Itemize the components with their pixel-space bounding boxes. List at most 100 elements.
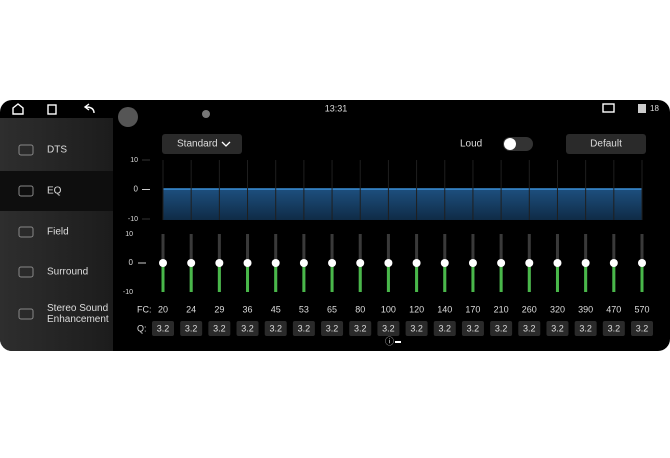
response-fill — [163, 189, 642, 220]
menu-label: Field — [47, 227, 69, 238]
slider-fill — [358, 263, 362, 292]
fc-label: FC: — [137, 304, 152, 314]
q-box[interactable] — [264, 321, 287, 336]
frequency: 170 — [465, 304, 480, 314]
slider-knob[interactable] — [440, 259, 449, 267]
screen-icon[interactable] — [602, 103, 615, 113]
frequency: 390 — [578, 304, 593, 314]
slider-knob[interactable] — [609, 259, 618, 267]
q-box[interactable] — [152, 321, 174, 336]
slider-knob[interactable] — [581, 259, 590, 267]
frequency: 140 — [437, 304, 452, 314]
q-box[interactable] — [321, 321, 344, 336]
slider-knob[interactable] — [497, 259, 506, 267]
badge: 18 — [650, 104, 659, 113]
slider-knob[interactable] — [215, 259, 224, 267]
back-icon[interactable] — [83, 103, 95, 114]
preset-button[interactable] — [162, 134, 242, 154]
slider-knob[interactable] — [299, 259, 308, 267]
q-box[interactable] — [518, 321, 541, 336]
q-box[interactable] — [602, 321, 625, 336]
q-value: 3.2 — [326, 323, 339, 333]
frequency: 29 — [214, 304, 224, 314]
menu-label: Surround — [47, 267, 88, 278]
recent-icon[interactable] — [47, 104, 57, 115]
slider-fill — [246, 263, 250, 292]
q-label: Q: — [137, 323, 147, 333]
q-value: 3.2 — [495, 323, 508, 333]
frequency: 45 — [271, 304, 281, 314]
menu-icon — [18, 185, 34, 197]
menu-label: DTS — [47, 145, 67, 156]
float-button[interactable] — [118, 107, 138, 127]
frequency: 53 — [299, 304, 309, 314]
slider-knob[interactable] — [553, 259, 562, 267]
default-label: Default — [590, 139, 622, 150]
menu-icon — [18, 266, 34, 278]
q-box[interactable] — [433, 321, 456, 336]
chevron — [221, 141, 231, 147]
axis-label: 0 — [129, 258, 134, 267]
q-box[interactable] — [377, 321, 400, 336]
frequency: 120 — [409, 304, 424, 314]
slider-knob[interactable] — [638, 259, 646, 267]
slider-fill — [443, 263, 447, 292]
axis-label: -10 — [128, 216, 138, 223]
frequency: 570 — [634, 304, 649, 314]
q-box[interactable] — [180, 321, 203, 336]
slider-knob[interactable] — [187, 259, 196, 267]
q-value: 3.2 — [157, 323, 170, 333]
slider-fill — [471, 263, 475, 292]
slider-fill — [555, 263, 559, 292]
q-box[interactable] — [405, 321, 428, 336]
slider-fill — [386, 263, 390, 292]
q-box[interactable] — [631, 321, 653, 336]
page-dot — [395, 341, 401, 343]
slider-fill — [302, 263, 306, 292]
q-value: 3.2 — [551, 323, 564, 333]
info-icon: ⓘ — [385, 336, 394, 346]
slider-knob[interactable] — [525, 259, 534, 267]
menu-icon — [18, 308, 34, 320]
menu-icon — [18, 144, 34, 156]
q-box[interactable] — [461, 321, 484, 336]
slider-knob[interactable] — [159, 259, 167, 267]
frequency: 100 — [381, 304, 396, 314]
q-box[interactable] — [292, 321, 315, 336]
axis-label: 10 — [125, 231, 133, 238]
q-box[interactable] — [574, 321, 597, 336]
q-value: 3.2 — [579, 323, 592, 333]
q-value: 3.2 — [608, 323, 621, 333]
slider-knob[interactable] — [412, 259, 421, 267]
q-box[interactable] — [349, 321, 372, 336]
q-box[interactable] — [236, 321, 259, 336]
slider-fill — [274, 263, 278, 292]
slider-knob[interactable] — [243, 259, 252, 267]
app-icon — [202, 110, 210, 118]
q-value: 3.2 — [269, 323, 282, 333]
q-box[interactable] — [546, 321, 569, 336]
menu-label: EQ — [47, 186, 62, 197]
slider-fill — [330, 263, 334, 292]
slider-fill — [161, 263, 165, 292]
slider-knob[interactable] — [271, 259, 280, 267]
status-icons — [12, 103, 615, 115]
frequency: 320 — [550, 304, 565, 314]
home-icon[interactable] — [12, 103, 24, 115]
frequency: 36 — [243, 304, 253, 314]
slider-knob[interactable] — [384, 259, 393, 267]
slider-knob[interactable] — [328, 259, 337, 267]
q-box[interactable] — [490, 321, 513, 336]
q-box[interactable] — [208, 321, 231, 336]
slider-fill — [189, 263, 193, 292]
slider-fill — [640, 263, 644, 292]
frequency: 210 — [494, 304, 509, 314]
toggle-knob — [504, 138, 516, 150]
q-value: 3.2 — [636, 323, 649, 333]
badge-icon — [638, 104, 646, 113]
slider-knob[interactable] — [356, 259, 365, 267]
default-button[interactable] — [566, 134, 646, 154]
slider-knob[interactable] — [468, 259, 477, 267]
frequency: 260 — [522, 304, 537, 314]
axis-label: 10 — [130, 157, 138, 164]
